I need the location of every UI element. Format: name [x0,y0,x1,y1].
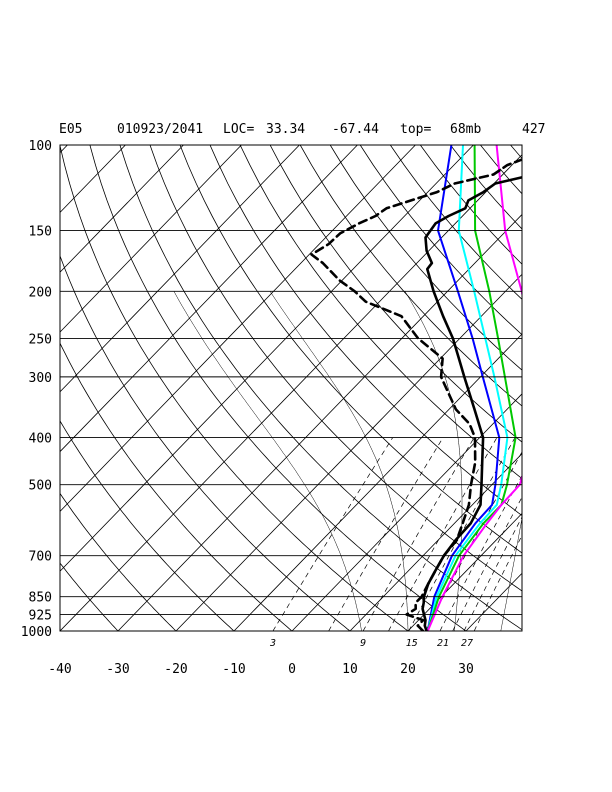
pressure-tick-label: 1000 [21,625,52,640]
pressure-tick-label: 150 [29,225,52,240]
header-number: 427 [522,122,545,137]
dry-adiabat-line [299,145,522,407]
dry-adiabat-line [60,254,351,631]
dry-adiabat-line [60,145,409,631]
mixing-ratio-label: 3 [269,638,276,649]
isotherm-line [349,453,522,631]
isotherm-line [60,145,474,572]
isobar-lines [60,144,522,632]
mixing-ratio-label: 15 [406,638,418,649]
dry-adiabat-line [419,145,522,265]
moist-adiabat-line [269,291,409,631]
pressure-tick-label: 925 [29,609,52,624]
dry-adiabat-line [60,562,119,631]
header-lon: -67.44 [332,122,379,137]
temperature-tick-label: 20 [400,662,416,677]
series-parcel-cyan [426,145,509,631]
mixing-ratio-line [439,475,522,631]
isotherm-line [407,512,522,631]
header-station: E05 [59,122,82,137]
plot-frame [59,144,523,632]
mixing-ratio-label: 21 [437,638,449,649]
temperature-tick-label: -40 [48,662,71,677]
temperature-tick-label: 10 [342,662,358,677]
dry-adiabat-line [480,145,522,195]
dry-adiabat-line [510,145,522,160]
mixing-ratio-line [473,534,522,631]
isotherm-line [117,213,522,631]
series-dewpoint [310,158,522,631]
pressure-tick-label: 400 [29,432,52,447]
series-parcel-blue [426,145,501,631]
isotherm-line [582,145,612,631]
mixing-ratio-label: 9 [360,638,366,649]
dry-adiabat-line [179,145,522,554]
dry-adiabat-line [601,145,612,631]
header: E05 010923/2041 LOC= 33.34 -67.44 top= 6… [59,122,545,137]
temperature-tick-label: 0 [288,662,296,677]
pressure-tick-label: 200 [29,285,52,300]
temperature-tick-label: -20 [164,662,187,677]
mixing-ratio-line [272,437,393,631]
dry-adiabat-line [209,145,522,516]
isotherm-line [60,145,184,273]
dry-adiabat-line [541,145,612,631]
moist-adiabat-line [173,291,362,631]
pressure-tick-label: 500 [29,479,52,494]
series-parcel-magenta [426,145,522,631]
header-lat: 33.34 [266,122,305,137]
isotherm-line [291,393,522,631]
pressure-tick-label: 250 [29,332,52,347]
isotherm-line [60,145,242,333]
dry-adiabat-line [149,145,522,592]
isotherm-line [465,572,522,631]
isotherm-line [60,145,358,453]
mixing-ratio-line [388,437,498,631]
header-top-value: 68mb [450,122,481,137]
dry-adiabat-line [89,145,467,631]
isotherm-line [60,145,300,393]
axis-labels: 3 9 15 21 2710015020025030040050070085092510… [21,139,474,677]
header-loc-label: LOC= [223,122,254,137]
header-top-label: top= [400,122,431,137]
temperature-tick-label: -30 [106,662,129,677]
mixing-ratio-label: 27 [461,638,473,649]
isotherm-line [60,145,416,512]
temperature-tick-label: 30 [458,662,474,677]
isotherm-line [524,145,612,631]
pressure-tick-label: 700 [29,550,52,565]
dry-adiabat-line [571,145,612,631]
series-parcel-green [426,145,517,631]
dry-adiabat-line [60,492,177,631]
header-datetime: 010923/2041 [117,122,203,137]
isotherm-line [60,145,126,214]
isotherm-line [175,273,522,631]
moist-adiabat-line [500,516,522,631]
temperature-tick-label: -10 [222,662,245,677]
isotherm-line [233,333,522,631]
isotherm-line [0,145,9,631]
pressure-tick-label: 850 [29,591,52,606]
background-lines [0,145,612,631]
pressure-tick-label: 300 [29,371,52,386]
pressure-tick-label: 100 [29,139,52,154]
isotherm-line [60,154,522,631]
